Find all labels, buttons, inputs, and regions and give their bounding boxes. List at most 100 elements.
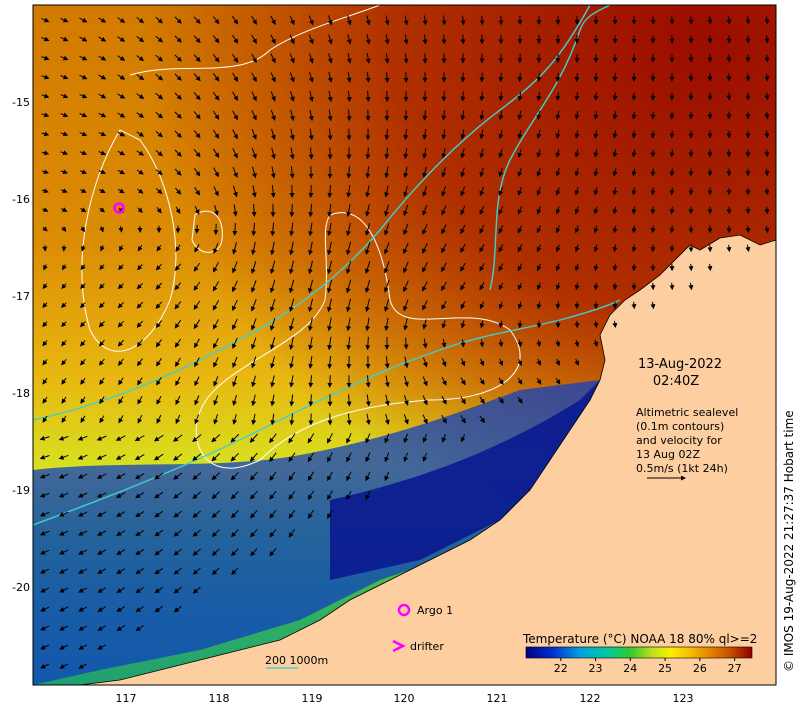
velocity-arrow <box>555 377 561 385</box>
velocity-arrow <box>155 111 164 119</box>
velocity-arrow <box>327 203 333 218</box>
velocity-arrow <box>80 226 85 233</box>
velocity-arrow <box>650 301 656 310</box>
velocity-arrow <box>96 454 107 460</box>
velocity-arrow <box>517 263 523 272</box>
velocity-arrow <box>441 262 447 273</box>
velocity-arrow <box>384 72 390 83</box>
velocity-arrow <box>79 188 87 193</box>
velocity-arrow <box>327 471 333 482</box>
velocity-arrow <box>555 244 561 253</box>
velocity-arrow <box>174 54 182 62</box>
velocity-arrow <box>117 150 126 156</box>
velocity-arrow <box>155 35 163 43</box>
velocity-arrow <box>175 187 182 195</box>
velocity-arrow <box>116 530 126 536</box>
velocity-arrow <box>213 338 219 349</box>
lon-tick-120: 120 <box>394 692 415 705</box>
velocity-arrow <box>156 414 162 424</box>
velocity-arrow <box>650 187 656 196</box>
velocity-arrow <box>249 433 258 443</box>
velocity-arrow <box>193 262 201 272</box>
velocity-arrow <box>154 510 164 518</box>
velocity-arrow <box>479 301 485 310</box>
velocity-arrow <box>555 206 561 215</box>
velocity-arrow <box>422 110 428 121</box>
velocity-arrow <box>327 222 333 237</box>
velocity-arrow <box>498 377 504 385</box>
velocity-arrow <box>307 298 314 313</box>
velocity-arrow <box>288 528 296 538</box>
velocity-arrow <box>270 337 276 350</box>
velocity-arrow <box>650 206 656 215</box>
velocity-arrow <box>232 148 238 159</box>
velocity-arrow <box>536 91 542 102</box>
lon-tick-121: 121 <box>487 692 508 705</box>
velocity-arrow <box>232 299 238 312</box>
velocity-arrow <box>153 434 164 442</box>
velocity-arrow <box>745 35 751 44</box>
velocity-arrow <box>60 55 69 61</box>
velocity-arrow <box>307 490 315 500</box>
velocity-arrow <box>308 355 314 369</box>
velocity-arrow <box>517 396 523 404</box>
velocity-arrow <box>574 244 580 253</box>
velocity-arrow <box>593 111 599 120</box>
velocity-arrow <box>117 74 126 80</box>
velocity-arrow <box>61 207 68 212</box>
velocity-arrow <box>365 452 371 463</box>
velocity-arrow <box>764 130 770 139</box>
velocity-arrow <box>365 72 371 83</box>
velocity-arrow <box>764 111 770 120</box>
velocity-arrow <box>498 301 504 310</box>
velocity-arrow <box>764 16 770 25</box>
velocity-arrow <box>365 185 371 198</box>
velocity-arrow <box>307 452 315 463</box>
velocity-arrow <box>726 35 732 44</box>
velocity-arrow <box>269 509 277 519</box>
annotation-line-2: (0.1m contours) <box>636 420 724 433</box>
velocity-arrow <box>173 510 183 518</box>
velocity-arrow <box>346 90 352 103</box>
velocity-arrow <box>403 34 409 45</box>
velocity-arrow <box>232 337 238 350</box>
velocity-arrow <box>211 434 221 443</box>
velocity-arrow <box>98 169 107 175</box>
velocity-arrow <box>422 223 428 235</box>
velocity-arrow <box>119 245 124 252</box>
velocity-arrow <box>269 490 277 500</box>
velocity-arrow <box>403 395 409 406</box>
velocity-arrow <box>192 567 201 575</box>
velocity-arrow <box>441 129 447 140</box>
velocity-arrow <box>726 54 732 63</box>
velocity-arrow <box>251 72 257 83</box>
velocity-arrow <box>59 663 69 669</box>
velocity-arrow <box>193 149 201 158</box>
velocity-arrow <box>289 375 295 388</box>
velocity-arrow <box>78 625 88 631</box>
velocity-arrow <box>59 568 69 574</box>
velocity-arrow <box>61 264 67 271</box>
velocity-arrow <box>117 17 126 23</box>
velocity-arrow <box>441 91 447 102</box>
velocity-arrow <box>136 55 145 62</box>
land-mass <box>76 234 776 685</box>
velocity-arrow <box>98 74 107 80</box>
velocity-arrow <box>136 93 145 99</box>
colorbar-tick-label: 26 <box>693 662 707 675</box>
velocity-arrow <box>193 338 200 349</box>
velocity-arrow <box>517 244 523 253</box>
velocity-arrow <box>288 260 294 275</box>
velocity-arrow <box>346 109 352 122</box>
velocity-arrow <box>346 34 352 45</box>
velocity-arrow <box>61 226 67 232</box>
velocity-arrow <box>39 530 50 536</box>
velocity-arrow <box>289 147 295 160</box>
velocity-arrow <box>80 358 86 366</box>
velocity-arrow <box>58 492 69 498</box>
velocity-arrow <box>555 187 561 196</box>
velocity-arrow <box>536 377 542 385</box>
velocity-arrow <box>308 147 314 160</box>
velocity-arrow <box>536 110 542 121</box>
velocity-arrow <box>173 548 183 556</box>
